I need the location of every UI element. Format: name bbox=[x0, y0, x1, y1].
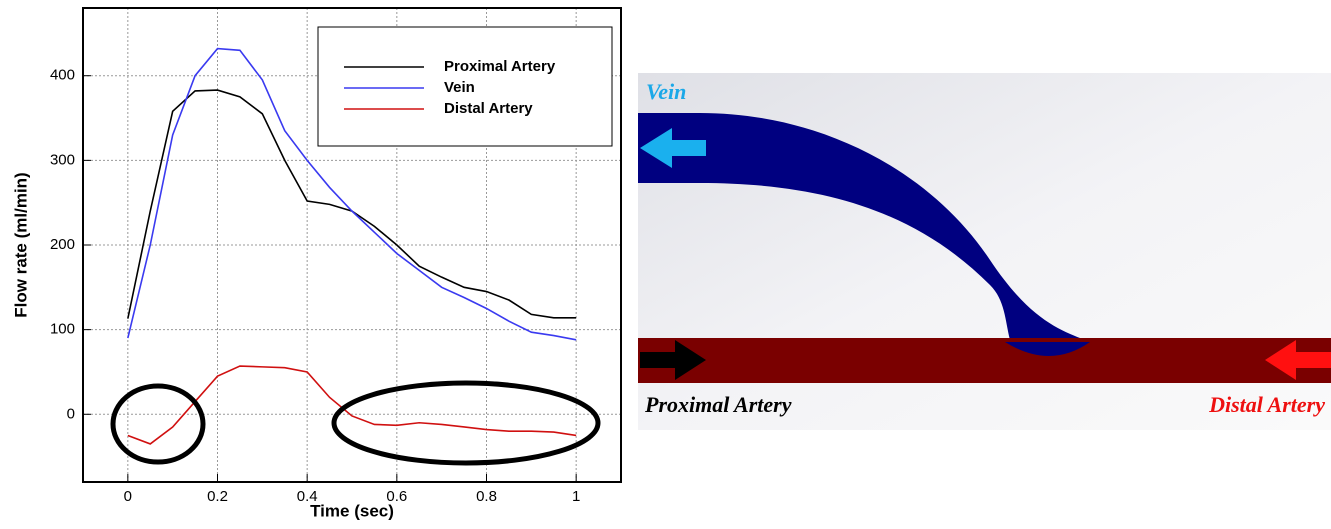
x-tick-label: 0.6 bbox=[386, 488, 407, 505]
vein-arrow bbox=[640, 128, 706, 168]
highlight-ellipse bbox=[110, 383, 206, 465]
x-axis-title: Time (sec) bbox=[310, 501, 394, 520]
x-tick-label: 0.2 bbox=[207, 488, 228, 505]
diagram: Vein Proximal Artery Distal Artery bbox=[638, 73, 1331, 430]
x-tick-label: 0.8 bbox=[476, 488, 497, 505]
legend-label: Distal Artery bbox=[444, 100, 533, 117]
series-line bbox=[127, 47, 577, 341]
y-tick-label: 400 bbox=[50, 67, 75, 84]
series-line bbox=[127, 365, 577, 445]
legend-label: Proximal Artery bbox=[444, 58, 556, 75]
plot-frame bbox=[82, 7, 622, 483]
distal-label: Distal Artery bbox=[1208, 392, 1325, 417]
highlight-ellipse bbox=[331, 380, 601, 466]
artery-vessel bbox=[638, 338, 1331, 383]
y-tick-label: 200 bbox=[50, 236, 75, 253]
x-tick-label: 1 bbox=[572, 488, 580, 505]
vein-vessel bbox=[638, 113, 1085, 340]
y-tick-label: 300 bbox=[50, 151, 75, 168]
x-tick-label: 0.4 bbox=[297, 488, 318, 505]
chart: 0 0.2 0.4 0.6 0.8 1 0 100 200 300 400 Time (sec) Flo… bbox=[11, 7, 622, 520]
legend-label: Vein bbox=[444, 79, 475, 96]
proximal-label: Proximal Artery bbox=[644, 392, 792, 417]
distal-arrow bbox=[1265, 340, 1331, 380]
x-tick-label: 0 bbox=[124, 488, 132, 505]
legend-box bbox=[317, 26, 613, 147]
anastomosis bbox=[1005, 342, 1090, 356]
y-axis-title: Flow rate (ml/min) bbox=[11, 172, 30, 317]
y-tick-label: 100 bbox=[50, 321, 75, 338]
vein-label: Vein bbox=[646, 79, 686, 104]
proximal-arrow bbox=[640, 340, 706, 380]
y-tick-label: 0 bbox=[67, 405, 75, 422]
